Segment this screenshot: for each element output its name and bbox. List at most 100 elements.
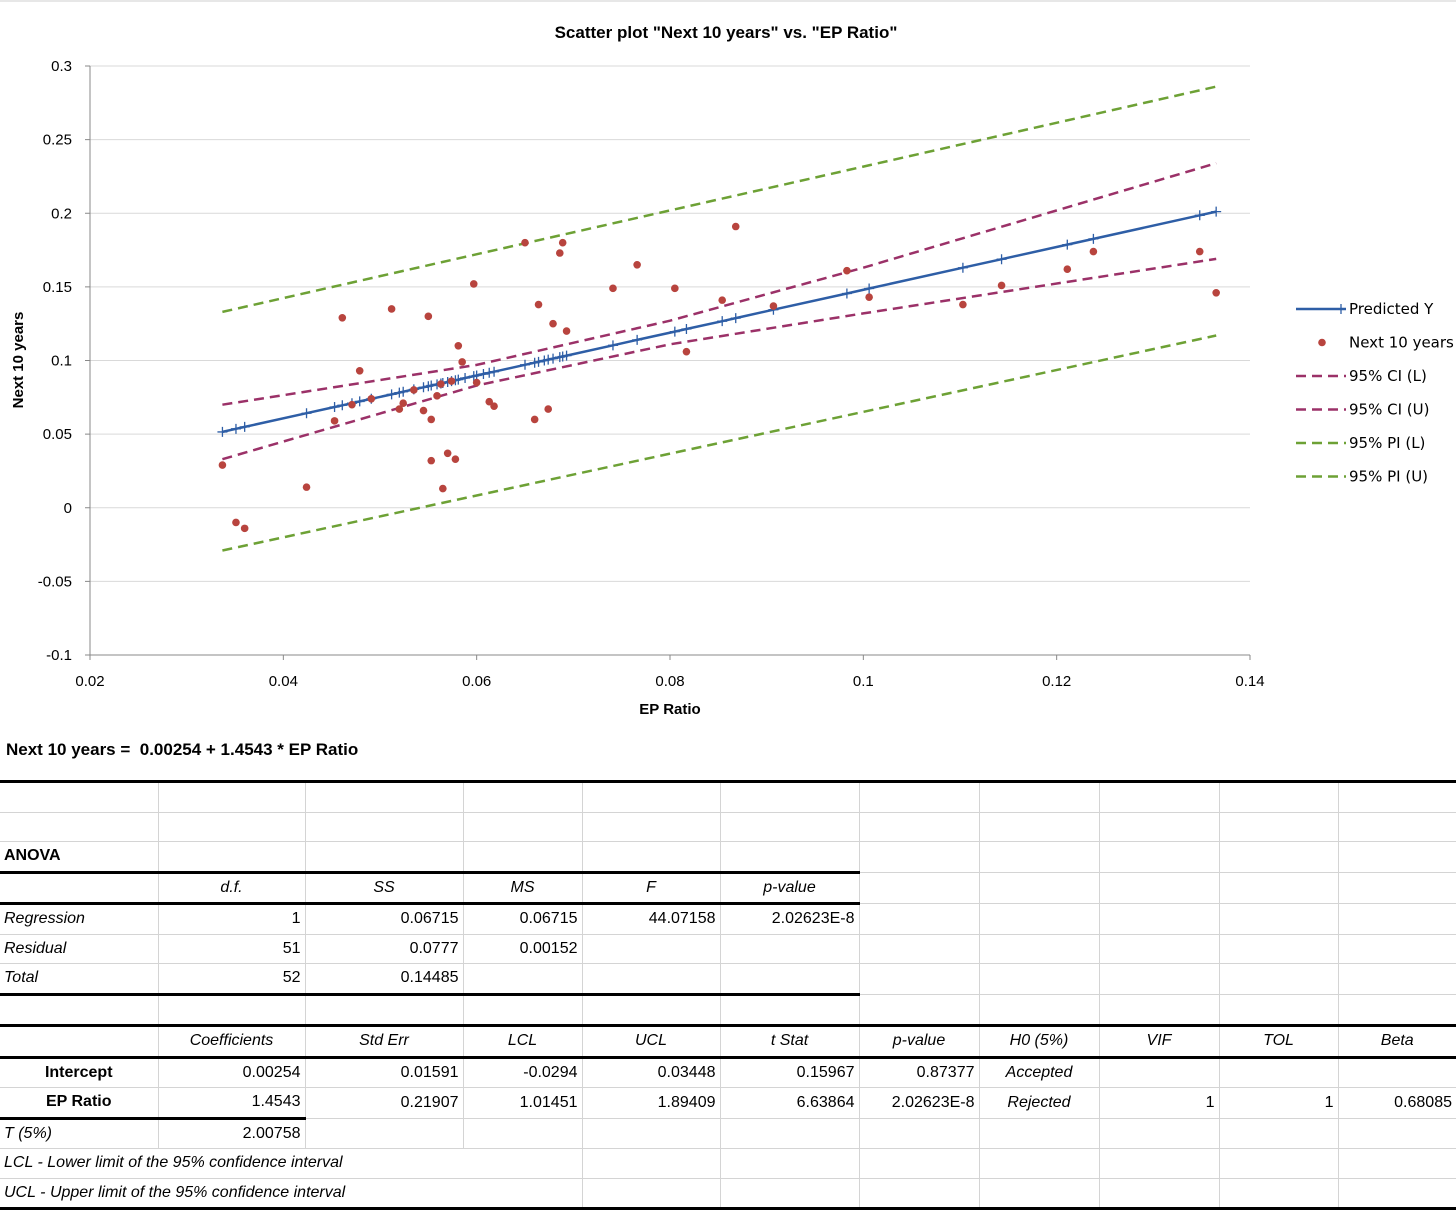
data-point <box>330 417 339 425</box>
predicted-point <box>632 334 643 345</box>
coef-cell: -0.0294 <box>462 1055 582 1088</box>
anova-cell: 2.02623E-8 <box>719 902 859 935</box>
anova-cell: 44.07158 <box>581 902 720 935</box>
data-point <box>454 341 463 350</box>
x-tick-label: 0.14 <box>1235 673 1264 690</box>
data-point <box>433 392 441 400</box>
coef-header: t Stat <box>719 1025 859 1058</box>
anova-cell: 0.06715 <box>462 902 582 935</box>
data-point <box>472 378 481 387</box>
t-label: T (5%) <box>0 1116 158 1149</box>
predicted-point <box>548 353 559 364</box>
predicted-point <box>301 408 312 419</box>
data-point <box>959 300 967 309</box>
results-table: ANOVA d.f. SS MS F p-value Regression 1 … <box>0 780 1456 1210</box>
data-point <box>427 415 436 424</box>
data-point <box>348 400 356 409</box>
coef-cell: 0.21907 <box>304 1087 463 1119</box>
anova-cell: 52 <box>157 963 305 996</box>
predicted-point <box>717 316 728 327</box>
y-tick-label: 0.15 <box>43 279 72 296</box>
data-point <box>443 449 452 458</box>
data-point <box>451 455 460 463</box>
data-point <box>490 402 498 410</box>
data-point <box>427 456 436 465</box>
data-point <box>633 260 641 269</box>
data-point <box>469 280 478 288</box>
data-point <box>399 399 408 408</box>
anova-cell <box>581 934 720 964</box>
note-row: UCL - Upper limit of the 95% confidence … <box>0 1178 1456 1210</box>
data-point <box>562 327 571 335</box>
anova-header: p-value <box>719 872 859 904</box>
coef-cell: 0.01591 <box>304 1055 463 1088</box>
scatter-chart: Scatter plot "Next 10 years" vs. "EP Rat… <box>0 0 1456 735</box>
legend-label: 95% PI (U) <box>1349 468 1428 486</box>
coef-cell <box>1337 1055 1456 1088</box>
data-point <box>485 397 494 406</box>
predicted-point <box>543 354 554 365</box>
data-point <box>395 405 404 413</box>
data-point <box>718 296 726 304</box>
series-line <box>222 334 1217 552</box>
data-point <box>558 238 567 247</box>
data-point <box>419 406 428 415</box>
anova-row-label: Regression <box>0 902 158 935</box>
coef-row: EP Ratio 1.4543 0.21907 1.01451 1.89409 … <box>0 1087 1456 1119</box>
coef-cell: 0.03448 <box>581 1055 720 1088</box>
data-point <box>218 461 227 469</box>
data-point <box>439 484 447 493</box>
x-tick-label: 0.1 <box>853 673 874 690</box>
coef-cell: 2.02623E-8 <box>858 1087 979 1119</box>
y-tick-label: -0.05 <box>38 573 72 590</box>
coef-row-label: EP Ratio <box>0 1087 158 1119</box>
results-sheet: ANOVA d.f. SS MS F p-value Regression 1 … <box>0 780 1456 1210</box>
series-layer <box>217 85 1222 552</box>
data-point <box>671 284 679 293</box>
coef-cell: 6.63864 <box>719 1087 859 1119</box>
coef-header-row: Coefficients Std Err LCL UCL t Stat p-va… <box>0 1025 1456 1058</box>
anova-row-label: Residual <box>0 934 158 964</box>
y-tick-label: 0.25 <box>43 132 72 149</box>
data-point <box>1063 265 1072 274</box>
empty-row <box>0 780 1456 813</box>
data-point <box>367 394 376 403</box>
coef-header: Beta <box>1337 1025 1456 1058</box>
chart-background <box>0 0 1456 735</box>
data-point <box>530 415 539 424</box>
coef-header: LCL <box>462 1025 582 1058</box>
data-point <box>843 266 851 275</box>
coef-cell: 1.01451 <box>462 1087 582 1119</box>
predicted-point <box>217 426 228 437</box>
data-point <box>232 518 240 527</box>
predicted-point <box>337 400 348 411</box>
y-axis-label: Next 10 years <box>10 312 27 409</box>
data-point <box>865 293 873 301</box>
coef-cell: 1 <box>1098 1087 1219 1119</box>
predicted-point <box>1062 239 1073 250</box>
predicted-point <box>418 382 429 393</box>
data-point <box>544 405 552 413</box>
anova-header-row: d.f. SS MS F p-value <box>0 872 1456 904</box>
data-point <box>609 284 617 293</box>
data-point <box>437 380 445 388</box>
predicted-point <box>426 380 437 391</box>
note-lcl: LCL - Lower limit of the 95% confidence … <box>0 1148 582 1179</box>
predicted-point <box>460 373 471 384</box>
coef-header: VIF <box>1098 1025 1219 1058</box>
chart-title: Scatter plot "Next 10 years" vs. "EP Rat… <box>555 23 898 42</box>
note-ucl: UCL - Upper limit of the 95% confidence … <box>0 1178 582 1210</box>
y-tick-label: 0.05 <box>43 426 72 443</box>
coef-header: TOL <box>1218 1025 1338 1058</box>
coef-cell <box>1098 1055 1219 1088</box>
anova-cell: 0.14485 <box>304 963 463 996</box>
predicted-point <box>957 262 968 273</box>
note-row: LCL - Lower limit of the 95% confidence … <box>0 1148 1456 1179</box>
legend-label: Next 10 years <box>1349 334 1454 352</box>
predicted-point <box>1194 210 1205 221</box>
series-line <box>222 85 1217 314</box>
data-point <box>355 367 364 375</box>
anova-header: F <box>581 872 720 904</box>
legend-label: Predicted Y <box>1349 300 1434 318</box>
data-point <box>731 222 740 231</box>
